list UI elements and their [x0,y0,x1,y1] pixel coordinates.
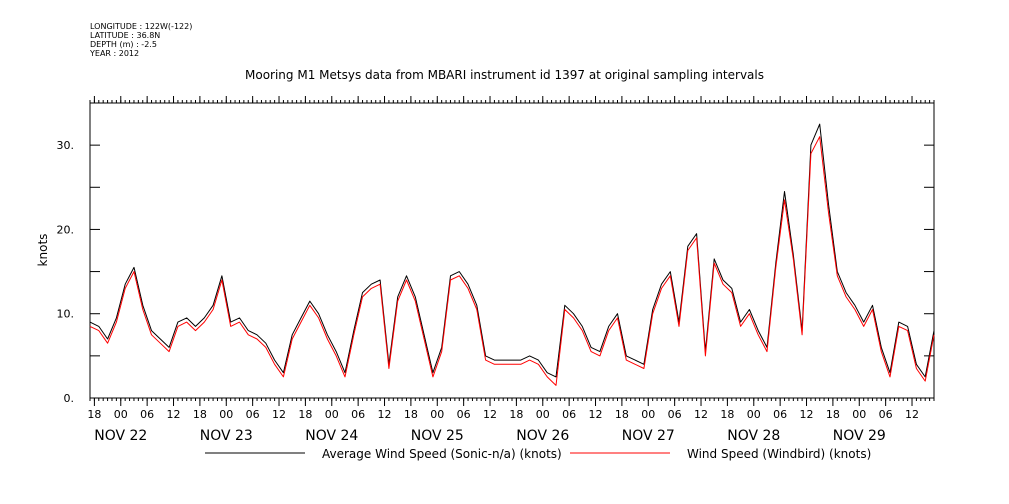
x-tick-label: 12 [483,408,497,421]
longitude-label: LONGITUDE : 122W(-122) [90,22,193,31]
x-tick-label: 18 [826,408,840,421]
x-date-label: NOV 27 [622,428,675,444]
x-tick-label: 00 [430,408,444,421]
legend-label-windbird: Wind Speed (Windbird) (knots) [687,447,871,461]
x-tick-label: 18 [193,408,207,421]
x-tick-label: 00 [114,408,128,421]
x-tick-label: 06 [351,408,365,421]
legend-label-sonic: Average Wind Speed (Sonic-n/a) (knots) [322,447,562,461]
x-date-label: NOV 28 [727,428,780,444]
x-tick-label: 06 [246,408,260,421]
year-label: YEAR : 2012 [90,49,140,58]
x-tick-label: 18 [298,408,312,421]
x-tick-label: 00 [536,408,550,421]
x-date-label: NOV 24 [305,428,358,444]
x-tick-label: 00 [641,408,655,421]
x-tick-label: 12 [800,408,814,421]
x-date-label: NOV 29 [833,428,886,444]
x-tick-label: 06 [140,408,154,421]
x-tick-label: 00 [852,408,866,421]
x-tick-label: 12 [378,408,392,421]
x-tick-label: 06 [668,408,682,421]
x-date-label: NOV 23 [200,428,253,444]
series-line-windbird [89,136,935,386]
x-tick-label: 06 [562,408,576,421]
x-tick-label: 12 [905,408,919,421]
y-tick-label: 0. [64,392,75,405]
x-tick-label: 00 [747,408,761,421]
x-tick-label: 18 [87,408,101,421]
x-tick-label: 12 [272,408,286,421]
x-tick-label: 18 [720,408,734,421]
x-tick-label: 12 [167,408,181,421]
series-line-sonic [89,123,935,378]
x-date-label: NOV 26 [516,428,569,444]
y-tick-label: 10. [57,308,75,321]
x-date-label: NOV 25 [411,428,464,444]
y-tick-label: 30. [57,139,75,152]
x-tick-label: 18 [509,408,523,421]
y-tick-label: 20. [57,223,75,236]
x-tick-label: 00 [325,408,339,421]
plot-frame [89,102,935,399]
x-tick-label: 06 [879,408,893,421]
x-tick-label: 12 [694,408,708,421]
latitude-label: LATITUDE : 36.8N [90,31,161,40]
x-tick-label: 06 [773,408,787,421]
x-tick-label: 12 [589,408,603,421]
x-tick-label: 06 [457,408,471,421]
chart-title: Mooring M1 Metsys data from MBARI instru… [245,68,764,82]
x-tick-label: 18 [615,408,629,421]
x-tick-label: 00 [219,408,233,421]
x-date-label: NOV 22 [94,428,147,444]
x-tick-label: 18 [404,408,418,421]
y-axis-label: knots [36,234,50,267]
depth-label: DEPTH (m) : -2.5 [90,40,157,49]
